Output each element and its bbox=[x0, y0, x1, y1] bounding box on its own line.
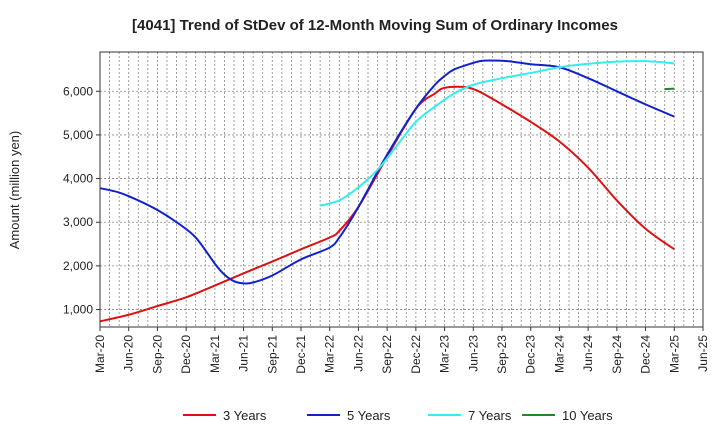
y-axis-label: Amount (million yen) bbox=[7, 131, 22, 250]
y-axis: 1,000 2,000 3,000 4,000 5,000 6,000 bbox=[63, 84, 100, 317]
legend-label: 10 Years bbox=[562, 408, 613, 423]
legend-item-10-years: 10 Years bbox=[522, 408, 613, 423]
x-tick-label: Sep-22 bbox=[380, 335, 394, 374]
x-tick-label: Mar-23 bbox=[438, 335, 452, 373]
y-tick-label: 6,000 bbox=[63, 84, 93, 98]
x-tick-label: Sep-23 bbox=[495, 335, 509, 374]
grid-layer bbox=[100, 52, 703, 327]
chart-title: [4041] Trend of StDev of 12-Month Moving… bbox=[132, 17, 618, 34]
x-tick-label: Sep-20 bbox=[150, 335, 164, 374]
x-tick-label: Dec-22 bbox=[409, 335, 423, 374]
legend-label: 7 Years bbox=[468, 408, 512, 423]
y-tick-label: 5,000 bbox=[63, 128, 93, 142]
x-tick-label: Dec-23 bbox=[524, 335, 538, 374]
series-layer bbox=[99, 59, 675, 323]
legend: 3 Years 5 Years 7 Years 10 Years bbox=[183, 408, 613, 423]
x-tick-label: Dec-24 bbox=[639, 335, 653, 374]
y-tick-label: 2,000 bbox=[63, 259, 93, 273]
legend-item-7-years: 7 Years bbox=[428, 408, 512, 423]
x-tick-label: Mar-21 bbox=[208, 335, 222, 373]
x-axis: Mar-20 Jun-20 Sep-20 Dec-20 Mar-21 Jun-21 Sep-… bbox=[93, 327, 710, 374]
y-tick-label: 4,000 bbox=[63, 172, 93, 186]
x-tick-label: Jun-20 bbox=[122, 335, 136, 372]
y-tick-label: 1,000 bbox=[63, 303, 93, 317]
plot-frame bbox=[99, 51, 704, 328]
x-tick-label: Mar-22 bbox=[323, 335, 337, 373]
legend-item-3-years: 3 Years bbox=[183, 408, 267, 423]
series-line-5-years bbox=[99, 59, 675, 285]
x-tick-label: Jun-24 bbox=[581, 335, 595, 372]
x-tick-label: Dec-21 bbox=[294, 335, 308, 374]
x-tick-label: Jun-25 bbox=[696, 335, 710, 372]
x-tick-label: Mar-25 bbox=[667, 335, 681, 373]
legend-label: 3 Years bbox=[223, 408, 267, 423]
x-tick-label: Mar-20 bbox=[93, 335, 107, 373]
y-tick-label: 3,000 bbox=[63, 215, 93, 229]
x-tick-label: Jun-21 bbox=[237, 335, 251, 372]
x-tick-label: Dec-20 bbox=[179, 335, 193, 374]
x-tick-label: Sep-24 bbox=[610, 335, 624, 374]
legend-label: 5 Years bbox=[347, 408, 391, 423]
x-tick-label: Sep-21 bbox=[265, 335, 279, 374]
series-line-7-years bbox=[319, 60, 675, 207]
x-tick-label: Jun-22 bbox=[351, 335, 365, 372]
x-tick-label: Mar-24 bbox=[552, 335, 566, 373]
x-tick-label: Jun-23 bbox=[466, 335, 480, 372]
legend-item-5-years: 5 Years bbox=[307, 408, 391, 423]
